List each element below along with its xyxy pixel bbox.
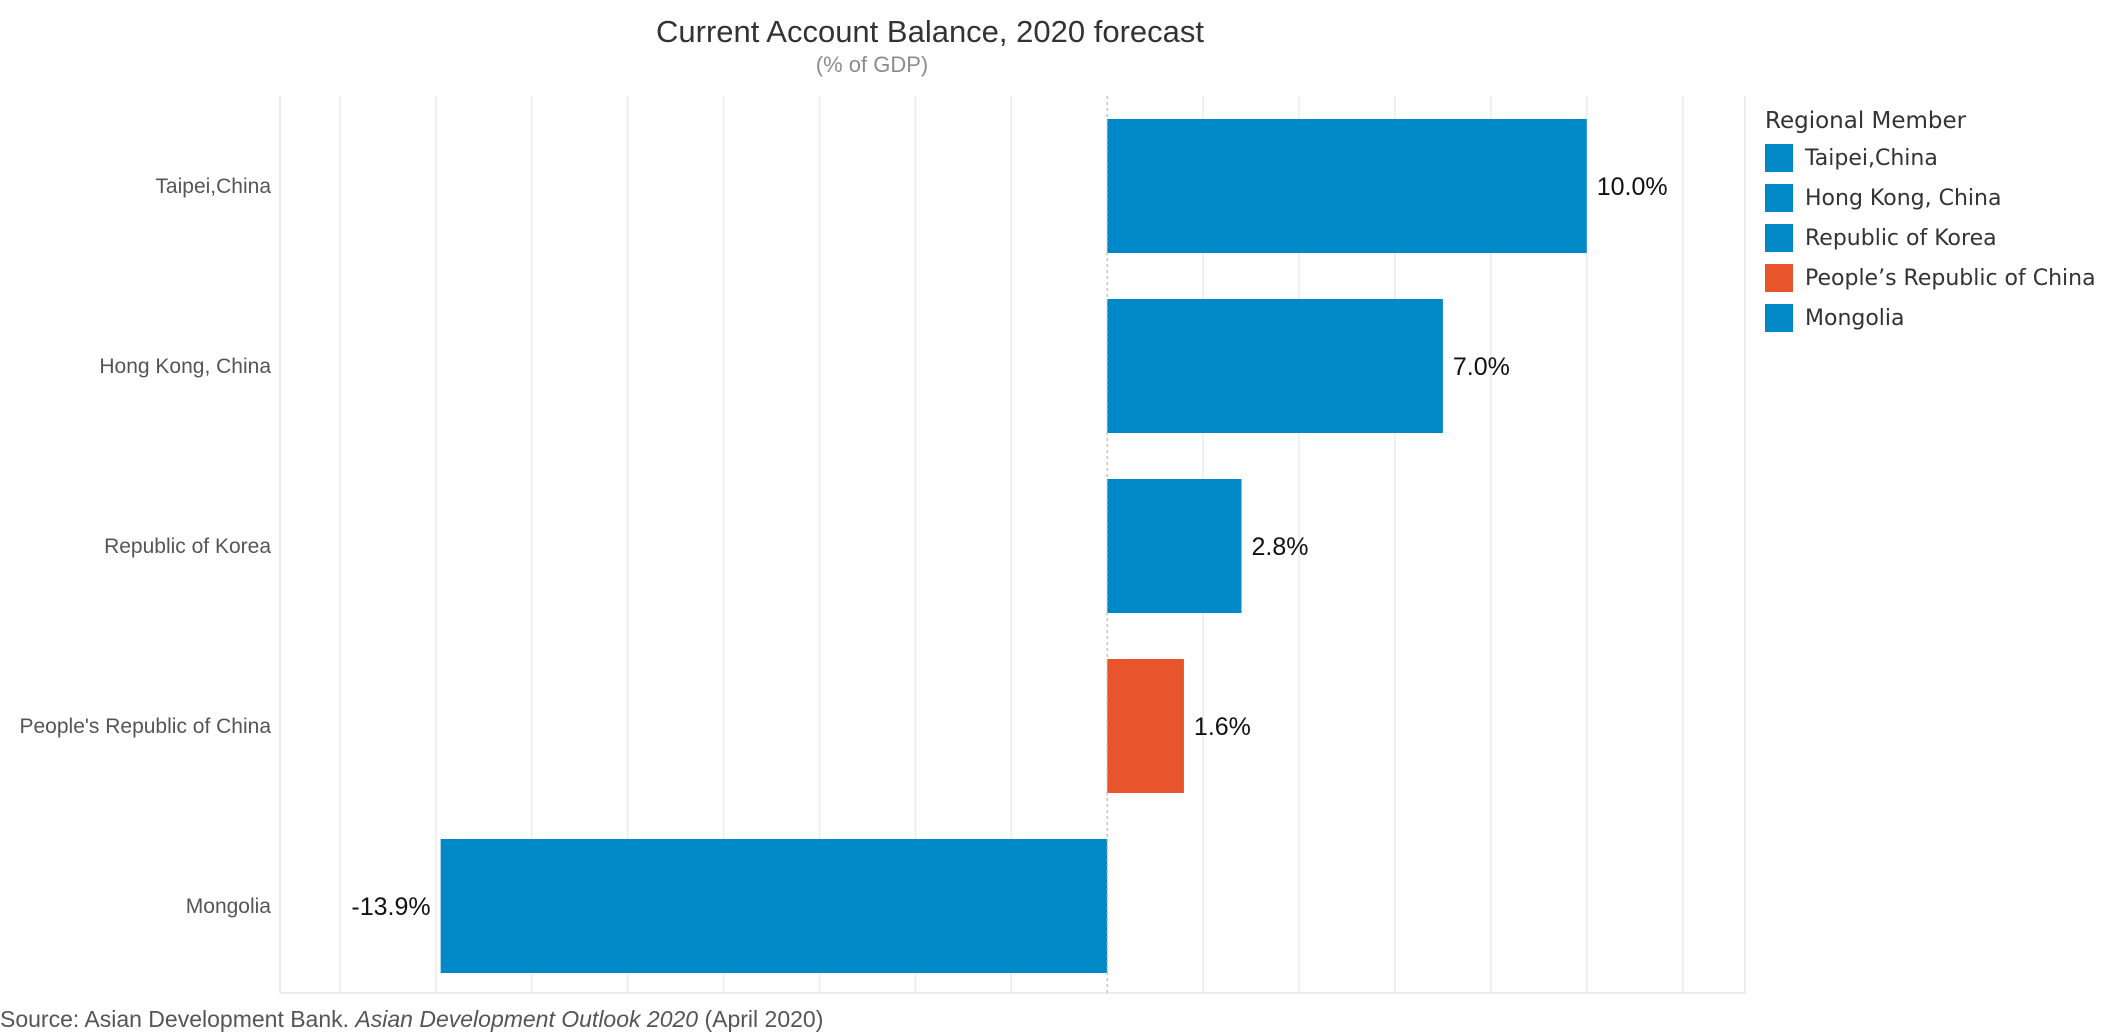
legend: Regional Member Taipei,China Hong Kong, C…	[1765, 104, 2104, 338]
category-label: Taipei,China	[155, 175, 271, 198]
legend-swatch	[1765, 144, 1793, 172]
legend-label: Mongolia	[1805, 305, 1905, 331]
source-publication: Asian Development Outlook 2020	[355, 1006, 699, 1032]
legend-item: Republic of Korea	[1765, 218, 2104, 258]
chart-subtitle: (% of GDP)	[816, 52, 928, 77]
data-label: 7.0%	[1453, 353, 1510, 381]
legend-label: Hong Kong, China	[1805, 185, 2002, 211]
data-label: 10.0%	[1597, 173, 1668, 201]
legend-swatch	[1765, 184, 1793, 212]
data-label: -13.9%	[351, 893, 430, 921]
legend-swatch	[1765, 224, 1793, 252]
category-label: Mongolia	[186, 895, 272, 918]
bar	[1107, 659, 1184, 793]
legend-swatch	[1765, 304, 1793, 332]
legend-label: Republic of Korea	[1805, 225, 1997, 251]
legend-items: Taipei,China Hong Kong, China Republic of …	[1765, 138, 2104, 338]
labels: Taipei,China 10.0% Hong Kong, China 7.0% Rep…	[20, 96, 1668, 993]
legend-item: Mongolia	[1765, 298, 2104, 338]
category-label: People's Republic of China	[20, 715, 272, 738]
bar	[1107, 119, 1587, 253]
legend-item: Hong Kong, China	[1765, 178, 2104, 218]
data-label: 1.6%	[1194, 713, 1251, 741]
legend-item: People’s Republic of China	[1765, 258, 2104, 298]
chart-title: Current Account Balance, 2020 forecast	[656, 14, 1204, 49]
legend-label: Taipei,China	[1805, 145, 1938, 171]
source-prefix: Source: Asian Development Bank.	[0, 1006, 356, 1032]
source-note: Source: Asian Development Bank. Asian De…	[0, 1006, 823, 1033]
bars	[440, 119, 1587, 973]
legend-label: People’s Republic of China	[1805, 265, 2096, 291]
legend-swatch	[1765, 264, 1793, 292]
category-label: Hong Kong, China	[99, 355, 271, 378]
data-label: 2.8%	[1251, 533, 1308, 561]
category-label: Republic of Korea	[104, 535, 271, 558]
legend-title: Regional Member	[1765, 108, 1967, 134]
bar	[1107, 299, 1443, 433]
source-suffix: (April 2020)	[698, 1006, 824, 1032]
legend-item: Taipei,China	[1765, 138, 2104, 178]
bar	[440, 839, 1108, 973]
bar	[1107, 479, 1242, 613]
